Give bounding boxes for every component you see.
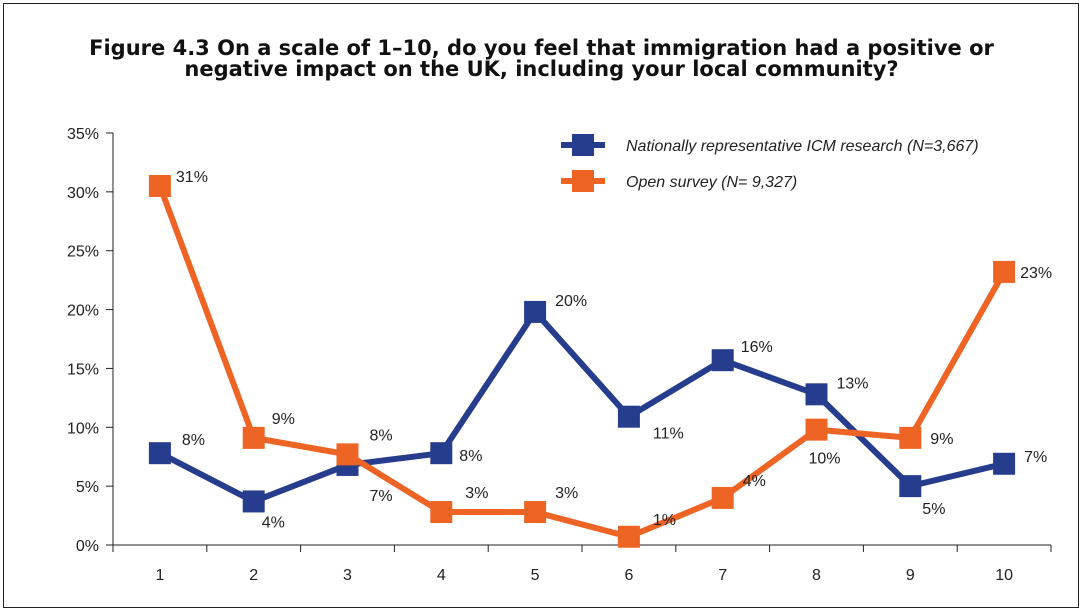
data-label: 4% [743, 473, 766, 490]
y-tick-label: 30% [67, 185, 99, 202]
data-label: 11% [653, 426, 684, 443]
chart-title-line-2: negative impact on the UK, including you… [184, 57, 899, 81]
data-label: 7% [370, 488, 393, 505]
data-label: 9% [930, 431, 953, 448]
data-label: 4% [262, 514, 285, 531]
legend-swatch-marker [572, 134, 594, 156]
data-label: 23% [1020, 265, 1052, 282]
x-tick-label: 10 [995, 567, 1013, 584]
data-label: 1% [653, 512, 676, 529]
legend: Nationally representative ICM research (… [561, 134, 979, 192]
data-point [617, 525, 640, 548]
series-2: 31% 9% 8% 3% 3% 1% 4% 10% 9% 23% [148, 169, 1052, 548]
legend-label: Nationally representative ICM research (… [626, 138, 979, 155]
series-line [158, 308, 1005, 505]
y-tick-label: 25% [67, 244, 99, 261]
data-label: 8% [370, 427, 393, 444]
data-point [711, 349, 734, 372]
data-label: 16% [741, 339, 773, 356]
data-label: 20% [555, 293, 587, 310]
data-point [805, 383, 828, 406]
data-label: 8% [182, 432, 205, 449]
data-point [524, 300, 547, 323]
y-tick-label: 15% [67, 361, 99, 378]
data-point [617, 405, 640, 428]
series-layer: 8% 4% 7% 8% 20% 11% 16% 13% 5% 7% 31% 9% 8% 3% 3% 1% 4% 1… [148, 169, 1052, 548]
y-tick-label: 0% [76, 538, 99, 555]
data-point [430, 442, 453, 465]
legend-item-1: Nationally representative ICM research (… [561, 134, 979, 156]
x-tick-label: 6 [624, 567, 633, 584]
data-point [336, 443, 359, 466]
chart-title: Figure 4.3 On a scale of 1–10, do you fe… [0, 38, 1083, 80]
y-tick-label: 35% [67, 126, 99, 143]
data-label: 7% [1024, 449, 1047, 466]
data-point [524, 501, 547, 524]
y-tick-label: 5% [76, 479, 99, 496]
data-label: 13% [837, 375, 869, 392]
data-point [711, 486, 734, 509]
legend-item-2: Open survey (N= 9,327) [561, 170, 797, 192]
data-point [805, 418, 828, 441]
axes: 0% 5% 10% 15% 20% 25% 30% 35% 1 2 3 4 5 6 7 8 9 10 [67, 126, 1052, 584]
legend-label: Open survey (N= 9,327) [626, 174, 797, 191]
data-point [993, 452, 1016, 475]
data-point [148, 442, 171, 465]
data-point [899, 475, 922, 498]
data-label: 3% [555, 485, 578, 502]
data-label: 3% [465, 485, 488, 502]
x-tick-label: 5 [531, 567, 540, 584]
data-point [148, 174, 171, 197]
x-tick-label: 9 [906, 567, 915, 584]
data-label: 31% [176, 169, 208, 186]
x-tick-label: 7 [718, 567, 727, 584]
data-label: 9% [272, 411, 295, 428]
data-label: 10% [809, 451, 841, 468]
data-point [430, 501, 453, 524]
chart-title-line-1: Figure 4.3 On a scale of 1–10, do you fe… [89, 36, 994, 60]
x-tick-label: 4 [437, 567, 446, 584]
x-tick-label: 2 [249, 567, 258, 584]
data-label: 8% [459, 448, 482, 465]
y-tick-label: 20% [67, 303, 99, 320]
data-point [993, 260, 1016, 283]
x-tick-label: 8 [812, 567, 821, 584]
series-line [157, 184, 1007, 540]
legend-swatch-marker [572, 170, 594, 192]
data-point [899, 426, 922, 449]
x-tick-label: 3 [343, 567, 352, 584]
data-point [242, 490, 265, 513]
data-point [242, 426, 265, 449]
y-tick-label: 10% [67, 420, 99, 437]
series-1: 8% 4% 7% 8% 20% 11% 16% 13% 5% 7% [148, 293, 1047, 531]
data-label: 5% [922, 501, 945, 518]
x-tick-label: 1 [155, 567, 164, 584]
